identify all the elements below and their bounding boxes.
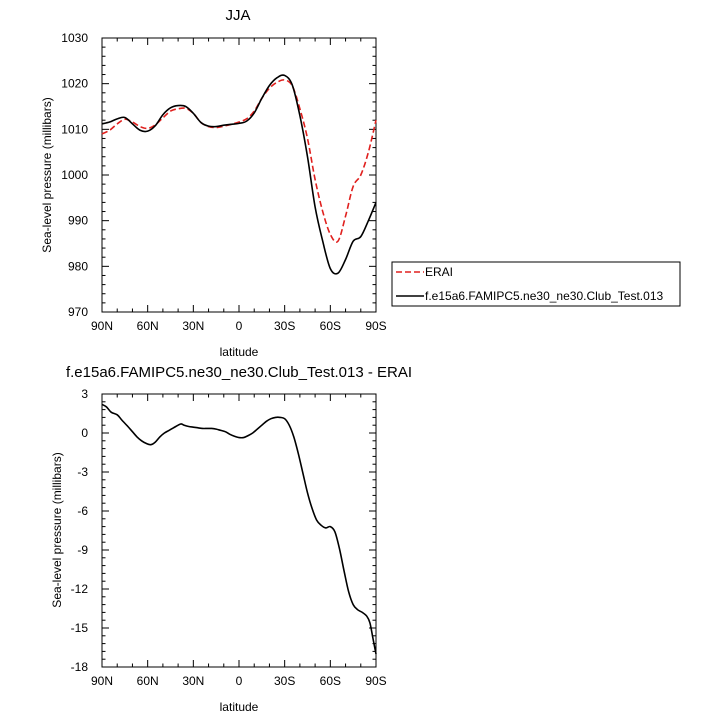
top-series-line-erai bbox=[101, 79, 377, 243]
bottom-series-line-difference bbox=[101, 403, 377, 655]
bottom-y-tick-label: -15 bbox=[71, 621, 89, 635]
bottom-y-tick-label: 0 bbox=[81, 426, 88, 440]
bottom-y-tick-label: 3 bbox=[81, 387, 88, 401]
top-y-tick-label: 1010 bbox=[61, 122, 88, 136]
top-ticks: 90N 60N 30N 0 30S 60S 90S 970 980 990 1000 1010 1020… bbox=[61, 31, 386, 333]
bottom-series-lines bbox=[101, 403, 377, 655]
top-x-tick-label: 0 bbox=[236, 319, 243, 333]
bottom-x-tick-label: 30N bbox=[182, 674, 204, 688]
top-x-tick-label: 30N bbox=[182, 319, 204, 333]
bottom-y-tick-label: -9 bbox=[77, 543, 88, 557]
bottom-y-axis-label: Sea-level pressure (millibars) bbox=[50, 452, 64, 607]
top-series-line-model bbox=[101, 74, 377, 275]
bottom-x-tick-label: 0 bbox=[236, 674, 243, 688]
bottom-x-axis-label: latitude bbox=[220, 700, 259, 714]
top-y-tick-label: 1020 bbox=[61, 77, 88, 91]
top-y-tick-label: 990 bbox=[68, 214, 88, 228]
top-y-tick-label: 970 bbox=[68, 305, 88, 319]
top-x-tick-label: 90N bbox=[91, 319, 113, 333]
bottom-x-tick-label: 60S bbox=[320, 674, 341, 688]
bottom-ticks: 90N 60N 30N 0 30S 60S 90S -18 -15 -12 -9 -6 -3 0 3 bbox=[71, 387, 387, 688]
top-chart-title: JJA bbox=[225, 7, 250, 24]
bottom-y-tick-label: -18 bbox=[71, 660, 89, 674]
top-x-axis-label: latitude bbox=[220, 345, 259, 359]
top-x-tick-label: 30S bbox=[274, 319, 295, 333]
legend-box bbox=[391, 261, 681, 307]
top-panel: JJA 90N 60N 30N 0 30S 60S 90S 970 980 990 1000 1010… bbox=[40, 7, 681, 359]
bottom-x-tick-label: 60N bbox=[137, 674, 159, 688]
legend-label-erai: ERAI bbox=[425, 265, 453, 279]
bottom-x-tick-label: 30S bbox=[274, 674, 295, 688]
bottom-panel: f.e15a6.FAMIPC5.ne30_ne30.Club_Test.013 … bbox=[50, 364, 412, 714]
top-x-tick-label: 90S bbox=[365, 319, 386, 333]
bottom-y-tick-label: -12 bbox=[71, 582, 89, 596]
bottom-chart-title: f.e15a6.FAMIPC5.ne30_ne30.Club_Test.013 … bbox=[66, 364, 412, 381]
top-y-tick-label: 1000 bbox=[61, 168, 88, 182]
legend-label-model: f.e15a6.FAMIPC5.ne30_ne30.Club_Test.013 bbox=[425, 289, 663, 303]
bottom-x-tick-label: 90N bbox=[91, 674, 113, 688]
legend: ERAI f.e15a6.FAMIPC5.ne30_ne30.Club_Test… bbox=[391, 261, 681, 307]
top-plot-frame bbox=[101, 37, 377, 313]
bottom-x-tick-label: 90S bbox=[365, 674, 386, 688]
top-y-axis-label: Sea-level pressure (millibars) bbox=[40, 97, 54, 252]
top-series-lines bbox=[101, 74, 377, 275]
top-x-tick-label: 60N bbox=[137, 319, 159, 333]
bottom-y-tick-label: -6 bbox=[77, 504, 88, 518]
top-y-tick-label: 980 bbox=[68, 259, 88, 273]
top-y-tick-label: 1030 bbox=[61, 31, 88, 45]
bottom-y-tick-label: -3 bbox=[77, 465, 88, 479]
top-x-tick-label: 60S bbox=[320, 319, 341, 333]
